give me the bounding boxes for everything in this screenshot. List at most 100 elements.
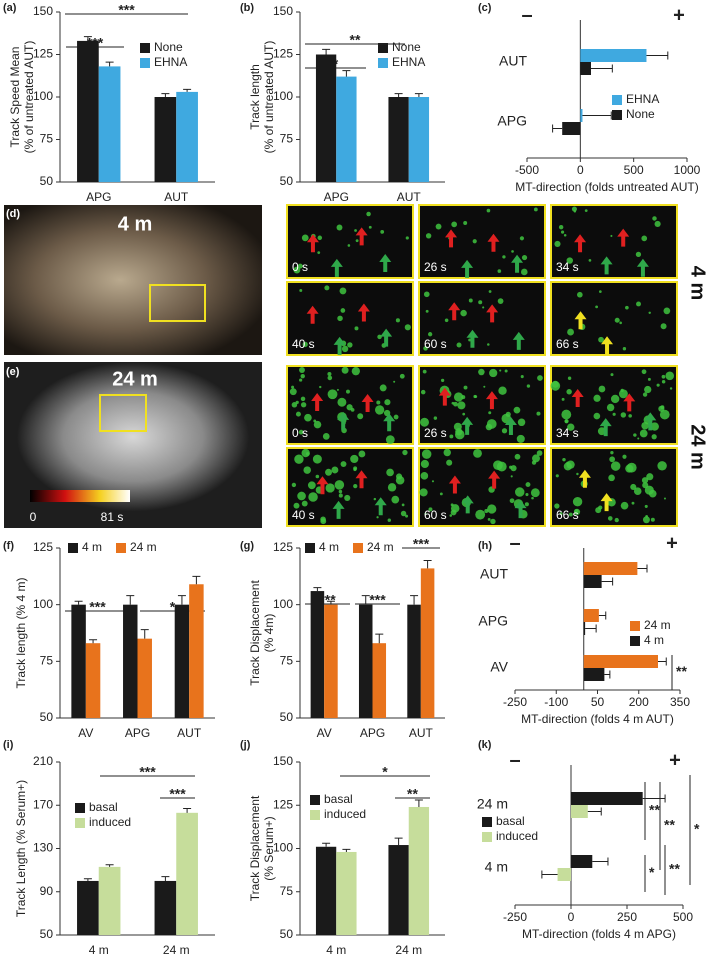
roi-box [99, 394, 147, 432]
panel-label: (c) [478, 2, 492, 14]
cell-image [4, 205, 262, 355]
particle [331, 466, 339, 474]
particle [628, 414, 632, 418]
particle [393, 414, 399, 420]
y-tick-label: 125 [273, 540, 293, 554]
bar [137, 638, 152, 718]
particle [509, 465, 513, 469]
particle [661, 374, 666, 379]
particle [312, 454, 322, 464]
y-axis-label: (% of untreated AUT) [262, 41, 276, 154]
particle [423, 346, 428, 351]
particle [433, 416, 438, 420]
particle [642, 392, 648, 397]
particle [614, 517, 619, 523]
particle [644, 385, 652, 394]
particle [532, 454, 540, 463]
particle [384, 399, 391, 406]
frame [418, 365, 546, 445]
particle [456, 342, 462, 348]
particle [293, 502, 300, 509]
particle [567, 423, 575, 431]
error-bar [342, 848, 351, 852]
y-tick-label: 150 [273, 4, 293, 18]
particle [347, 342, 353, 348]
arrow [306, 305, 319, 324]
y-tick-label: 170 [33, 797, 53, 811]
particle [610, 461, 621, 471]
particle [325, 483, 335, 493]
particle [350, 454, 359, 464]
particle [646, 473, 654, 481]
bar [580, 62, 591, 75]
panel-label: (d) [6, 208, 20, 220]
particle [530, 488, 540, 498]
legend-label: 24 m [367, 540, 394, 554]
particle [635, 251, 642, 258]
particle [651, 434, 657, 440]
particle [536, 411, 541, 416]
y-tick-label: 90 [40, 884, 54, 898]
particle [531, 460, 537, 465]
particle [482, 306, 485, 309]
particle [654, 220, 661, 228]
time-label: 0 s [292, 260, 308, 274]
frame [418, 281, 546, 356]
particle [387, 483, 397, 492]
bar [154, 880, 177, 935]
arrow [600, 493, 613, 512]
y-tick-label: 50 [280, 927, 294, 941]
bar [580, 109, 583, 122]
particle [444, 318, 449, 323]
x-tick-label: -250 [503, 910, 527, 924]
particle [317, 235, 323, 241]
arrow [333, 336, 346, 355]
x-tick-label: -100 [544, 695, 568, 709]
error-bar [410, 595, 419, 605]
particle [299, 378, 303, 382]
particle [428, 332, 433, 337]
particle [299, 367, 305, 373]
arrow [512, 331, 525, 350]
y-axis-label: Track length [248, 64, 262, 130]
x-tick-label: 24 m [163, 943, 190, 957]
particle [301, 500, 308, 507]
particle [488, 411, 492, 415]
x-axis-label: MT-direction (folds 4 m APG) [522, 927, 676, 941]
arrow [461, 495, 474, 514]
error-bar [322, 48, 331, 55]
error-bar [592, 857, 609, 866]
y-tick-label: APG [497, 113, 527, 129]
particle [435, 223, 442, 230]
particle [463, 221, 468, 225]
particle [598, 385, 606, 393]
y-tick-label: APG [478, 613, 508, 629]
error-bar [591, 64, 613, 73]
y-tick-label: 125 [33, 47, 53, 61]
error-bar [552, 124, 563, 133]
particle [637, 437, 640, 440]
arrow [599, 418, 612, 437]
y-tick-label: 50 [40, 174, 54, 188]
particle [478, 300, 483, 305]
legend-swatch [630, 621, 640, 631]
particle [497, 269, 502, 273]
legend-label: induced [496, 829, 538, 843]
arrow [311, 393, 324, 412]
y-tick-label: 100 [33, 597, 53, 611]
bar [372, 643, 387, 718]
legend-label: None [154, 40, 183, 54]
error-bar [183, 88, 192, 92]
error-bar [585, 624, 597, 633]
particle [353, 467, 357, 472]
bar [580, 49, 647, 62]
row-label: 24 m [687, 424, 709, 470]
arrow [355, 470, 368, 489]
significance-label: *** [89, 599, 106, 615]
particle [661, 379, 666, 384]
particle [554, 240, 561, 247]
error-bar [177, 595, 186, 605]
bar [336, 851, 357, 935]
